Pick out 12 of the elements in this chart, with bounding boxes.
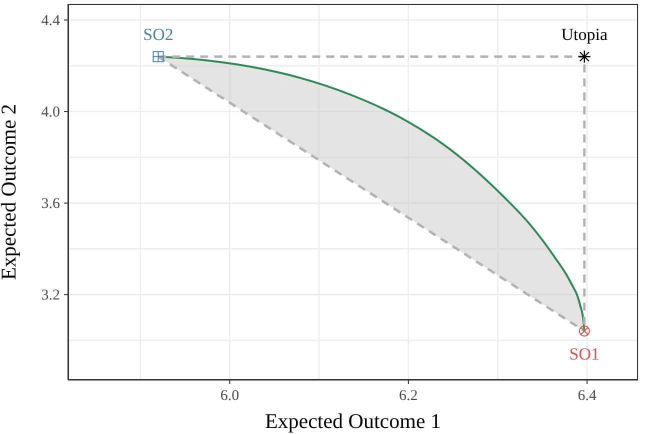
y-tick-label: 4.0 <box>41 104 60 121</box>
x-tick-label: 6.2 <box>399 388 418 404</box>
y-tick-label: 3.6 <box>41 196 60 212</box>
x-tick-label: 6.0 <box>220 388 240 404</box>
series-label: Utopia <box>561 25 608 44</box>
y-tick-label: 4.4 <box>41 13 60 30</box>
y-tick-label: 3.2 <box>41 288 60 304</box>
y-axis-title: Expected Outcome 2 <box>0 104 20 280</box>
series-label: SO2 <box>143 25 174 44</box>
x-tick-label: 6.4 <box>578 388 597 404</box>
x-axis-title: Expected Outcome 1 <box>264 409 442 433</box>
series-label: SO1 <box>569 344 600 364</box>
